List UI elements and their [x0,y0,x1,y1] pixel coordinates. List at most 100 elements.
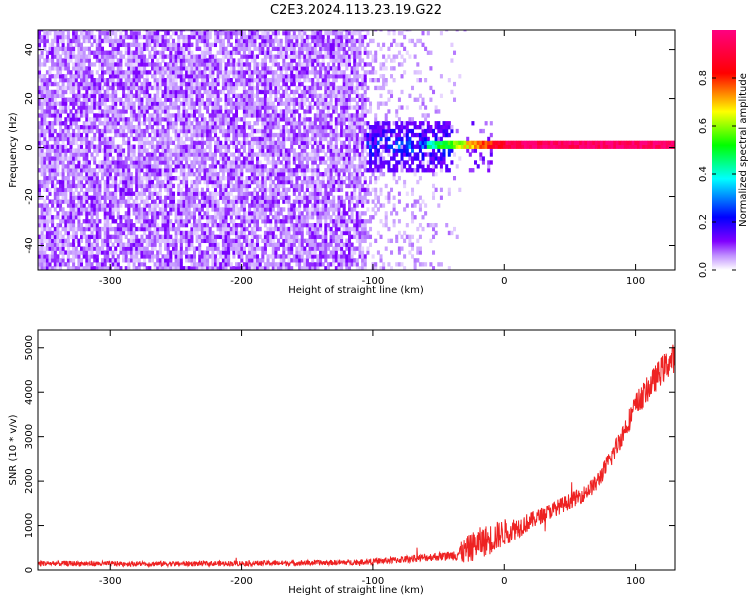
spectrogram-cell [66,187,70,193]
spectrogram-cell [282,172,286,177]
spectrogram-cell [216,262,220,267]
spectrogram-cell [200,203,204,208]
spectrogram-cell [219,168,223,173]
spectrogram-cell [153,207,157,212]
spectrogram-cell [56,66,60,71]
spectrogram-cell [237,125,241,130]
spectrogram-cell [116,128,120,134]
spectrogram-cell [51,242,55,247]
spectrogram-cell [224,70,228,75]
spectrogram-cell [87,66,91,71]
spectrogram-cell [51,62,55,67]
spectrogram-cell [69,179,73,185]
spectrogram-cell [261,152,265,157]
spectrogram-cell [101,93,105,99]
spectrogram-cell [177,109,181,114]
spectrogram-cell [187,70,191,75]
spectrogram-cell [66,140,70,146]
spectrogram-cell [256,179,260,185]
spectrogram-cell [135,132,139,138]
spectrogram-cell [77,226,81,232]
spectrogram-cell [74,85,78,91]
spectrogram-cell [282,144,286,149]
spectrogram-cell [298,203,302,208]
spectrogram-cell [182,152,186,157]
spectrogram-cell [135,93,139,99]
spectrogram-cell [287,187,291,193]
spectrogram-cell [164,101,168,106]
spectrogram-cell [279,148,283,153]
spectrogram-cell [200,38,204,44]
spectrogram-cell [80,140,84,146]
spectrogram-cell [45,215,49,220]
spectrogram-cell [164,136,168,142]
spectrogram-cell [38,179,42,185]
spectrogram-cell [148,113,152,118]
spectrogram-cell [221,144,225,149]
spectrogram-cell [161,38,165,44]
spectrogram-cell [85,266,89,270]
spectrogram-cell [169,125,173,130]
spectrogram-cell [211,179,215,185]
spectrogram-cell [256,254,260,259]
spectrogram-cell [172,160,176,165]
spectrogram-cell [206,42,210,48]
spectrogram-cell [237,105,241,110]
spectrogram-cell [274,34,278,40]
spectrogram-cell [292,234,296,240]
spectrogram-cell [124,187,128,193]
spectrogram-cell [248,121,252,126]
spectrogram-cell [177,262,181,267]
spectrogram-cell [224,250,228,255]
spectrogram-cell [103,191,107,196]
spectrogram-cell [271,195,275,200]
spectrogram-cell [203,191,207,196]
spectrogram-cell [169,179,173,185]
spectrogram-cell [221,226,225,232]
spectrogram-cell [206,144,210,149]
spectrogram-cell [221,250,225,255]
spectrogram-cell [158,187,162,193]
spectrogram-cell [227,168,231,173]
spectrogram-cell [177,219,181,224]
spectrogram-cell [253,85,257,91]
spectrogram-cell [132,30,136,32]
spectrogram-cell [143,207,147,212]
spectrogram-cell [143,223,147,228]
spectrogram-cell [59,148,63,153]
spectrogram-cell [250,164,254,169]
spectrogram-cell [135,199,139,204]
spectrogram-cell [263,250,267,255]
spectrogram-cell [211,109,215,114]
spectrogram-cell [177,211,181,216]
spectrogram-cell [198,144,202,149]
spectrogram-cell [219,211,223,216]
spectrogram-cell [271,42,275,48]
spectrogram-cell [185,258,189,263]
spectrogram-cell [274,62,278,67]
spectrogram-cell [185,242,189,247]
spectrogram-cell [127,128,131,134]
spectrogram-cell [64,195,68,200]
spectrogram-cell [111,191,115,196]
spectrogram-cell [250,113,254,118]
spectrogram-cell [119,125,123,130]
spectrogram-cell [85,105,89,110]
spectrogram-cell [40,113,44,118]
spectrogram-cell [174,42,178,48]
spectrogram-cell [282,128,286,134]
spectrogram-cell [237,230,241,236]
spectrogram-cell [151,140,155,146]
spectrogram-cell [274,211,278,216]
spectrogram-cell [106,226,110,232]
spectrogram-cell [111,50,115,55]
spectrogram-cell [103,195,107,200]
spectrogram-cell [271,125,275,130]
spectrogram-cell [151,46,155,52]
spectrogram-cell [227,207,231,212]
spectrogram-cell [182,230,186,236]
spectrogram-cell [140,238,144,244]
spectrogram-cell [61,128,65,134]
spectrogram-cell [219,262,223,267]
spectrogram-cell [53,31,57,36]
